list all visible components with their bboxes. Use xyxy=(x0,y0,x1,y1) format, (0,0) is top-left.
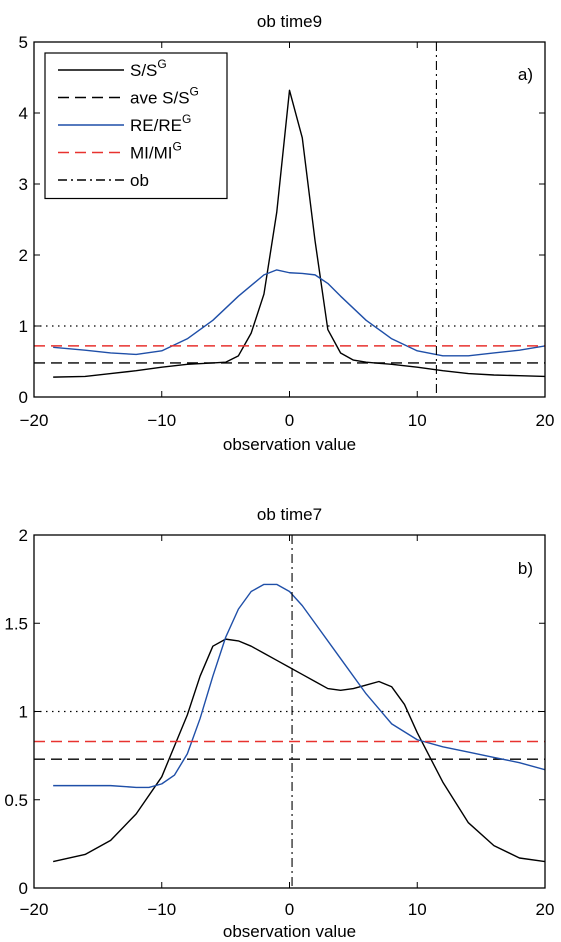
panel-label: b) xyxy=(518,559,533,578)
legend-S-label: S/SG xyxy=(130,57,167,80)
plot-area xyxy=(34,42,545,397)
y-tick-label: 0 xyxy=(19,388,28,407)
y-tick-label: 3 xyxy=(19,175,28,194)
x-axis-label: observation value xyxy=(223,922,356,941)
x-tick-label: −20 xyxy=(20,411,49,430)
x-tick-label: 0 xyxy=(285,900,294,919)
x-tick-label: 10 xyxy=(408,900,427,919)
y-tick-label: 4 xyxy=(19,104,28,123)
panel-label: a) xyxy=(518,65,533,84)
plot-area xyxy=(34,535,545,888)
legend-label-base: S/S xyxy=(130,61,157,80)
series-RE-line xyxy=(53,269,545,357)
y-tick-label: 1.5 xyxy=(4,614,28,633)
y-tick-label: 1 xyxy=(19,317,28,336)
legend-box xyxy=(44,52,228,200)
y-tick-label: 2 xyxy=(19,246,28,265)
legend-MI-label: MI/MIG xyxy=(130,140,182,163)
y-tick-label: 2 xyxy=(19,526,28,545)
series-S-line xyxy=(53,89,545,378)
legend-label-base: MI/MI xyxy=(130,144,173,163)
y-tick-label: 5 xyxy=(19,33,28,52)
legend-ob-label: ob xyxy=(130,171,149,190)
y-tick-label: 0 xyxy=(19,879,28,898)
legend-RE-label: RE/REG xyxy=(130,112,191,135)
legend-label-superscript: G xyxy=(190,85,199,99)
panel-a: ob time9 −20 −10 0 10 20 0 1 2 3 4 5 observation val… xyxy=(19,12,555,454)
legend-aveS-label: ave S/SG xyxy=(130,85,199,108)
legend-label-superscript: G xyxy=(182,112,191,126)
x-tick-label: −10 xyxy=(147,411,176,430)
x-axis-label: observation value xyxy=(223,435,356,454)
legend-label-base: ave S/S xyxy=(130,89,190,108)
legend-label-base: RE/RE xyxy=(130,116,182,135)
legend-label-superscript: G xyxy=(157,57,166,71)
panel-b: ob time7 −20 −10 0 10 20 0 0.5 1 1.5 2 observation … xyxy=(4,505,554,941)
series-RE-line xyxy=(53,583,545,789)
x-tick-label: 10 xyxy=(408,411,427,430)
series-S-line xyxy=(53,638,545,863)
x-tick-label: −10 xyxy=(147,900,176,919)
x-tick-label: 20 xyxy=(536,411,555,430)
x-tick-label: 0 xyxy=(285,411,294,430)
chart-title: ob time7 xyxy=(257,505,322,524)
x-tick-label: 20 xyxy=(536,900,555,919)
legend-label-base: ob xyxy=(130,171,149,190)
x-tick-label: −20 xyxy=(20,900,49,919)
y-tick-label: 0.5 xyxy=(4,791,28,810)
y-tick-label: 1 xyxy=(19,703,28,722)
legend-label-superscript: G xyxy=(173,140,182,154)
chart-title: ob time9 xyxy=(257,12,322,31)
